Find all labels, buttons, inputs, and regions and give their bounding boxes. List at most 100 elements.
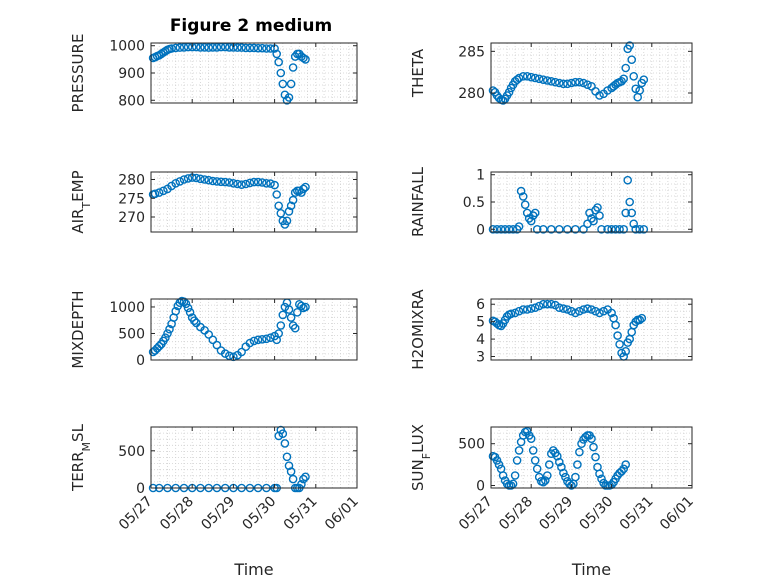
- data-point: [257, 178, 267, 187]
- data-point: [159, 186, 168, 196]
- data-point: [241, 43, 251, 53]
- data-point: [637, 313, 647, 323]
- data-point: [204, 175, 213, 185]
- y-tick-label: 500: [458, 437, 485, 453]
- data-point: [229, 178, 238, 188]
- data-point: [212, 177, 222, 186]
- y-tick-label: 4: [476, 332, 485, 348]
- y-tick-label: 500: [118, 444, 145, 460]
- data-point: [526, 216, 536, 226]
- data-point: [607, 308, 616, 318]
- axes-box: [150, 298, 358, 361]
- data-point: [539, 75, 548, 84]
- data-point: [286, 467, 296, 476]
- data-point: [518, 72, 528, 81]
- data-point: [284, 207, 294, 216]
- data-point: [539, 299, 548, 309]
- data-point: [534, 74, 544, 84]
- data-point: [500, 224, 510, 234]
- panel-8-ylabel: SUNFLUX: [409, 424, 433, 491]
- data-point: [220, 177, 230, 187]
- data-point: [496, 224, 506, 234]
- y-tick-label: 0: [136, 353, 145, 369]
- data-point: [543, 471, 552, 480]
- data-point: [532, 464, 542, 474]
- data-point: [278, 429, 288, 439]
- data-point: [593, 203, 602, 212]
- data-point: [516, 186, 526, 196]
- data-point: [498, 471, 508, 480]
- data-point: [635, 315, 645, 325]
- data-point: [559, 304, 568, 313]
- data-series: [488, 41, 649, 105]
- y-tick-label: 1000: [109, 300, 145, 316]
- data-point: [154, 341, 164, 351]
- data-point: [200, 43, 209, 52]
- data-point: [200, 175, 209, 184]
- data-point: [276, 321, 286, 330]
- data-point: [274, 57, 284, 67]
- data-point: [555, 303, 564, 313]
- data-point: [286, 313, 296, 322]
- axes-box: [490, 426, 693, 489]
- data-point: [631, 224, 641, 234]
- data-point: [575, 306, 584, 316]
- data-point: [587, 434, 596, 444]
- data-point: [599, 306, 608, 316]
- data-point: [274, 201, 284, 211]
- data-point: [163, 329, 172, 338]
- data-point: [583, 304, 592, 313]
- data-point: [183, 303, 193, 313]
- data-point: [233, 179, 242, 189]
- data-point: [559, 468, 568, 478]
- data-point: [276, 68, 286, 78]
- data-point: [208, 43, 218, 52]
- data-point: [204, 43, 213, 52]
- data-point: [284, 305, 294, 314]
- data-point: [635, 224, 645, 234]
- data-point: [299, 184, 308, 194]
- y-tick-label: 6: [476, 297, 485, 313]
- panel-4-ylabel: TERRMSL: [69, 423, 93, 492]
- data-point: [589, 216, 598, 226]
- data-point: [615, 339, 624, 349]
- data-point: [233, 43, 242, 52]
- data-point: [508, 479, 518, 489]
- data-point: [530, 303, 540, 313]
- data-point: [551, 77, 560, 87]
- panel-5-ylabel: THETA: [409, 48, 427, 98]
- data-point: [290, 323, 300, 333]
- data-point: [575, 77, 584, 87]
- data-point: [171, 306, 180, 316]
- data-point: [301, 302, 310, 312]
- data-point: [249, 177, 259, 187]
- data-point: [591, 452, 600, 462]
- data-point: [547, 224, 556, 234]
- axes-box: [150, 426, 358, 489]
- data-point: [522, 426, 532, 436]
- subplot-1: 800 900 1000 PRESSURE: [69, 34, 358, 112]
- data-point: [543, 299, 552, 309]
- data-point: [547, 299, 556, 309]
- data-point: [266, 44, 275, 53]
- data-point: [589, 442, 598, 452]
- data-point: [288, 195, 298, 205]
- data-point: [555, 224, 564, 234]
- y-tick-label: 0: [136, 481, 145, 497]
- data-point: [196, 174, 205, 184]
- data-point: [595, 308, 604, 318]
- data-point: [208, 176, 218, 186]
- data-point: [280, 439, 290, 448]
- data-point: [597, 224, 606, 234]
- data-point: [204, 330, 213, 339]
- data-point: [613, 331, 622, 340]
- data-point: [526, 72, 536, 82]
- data-point: [171, 43, 180, 53]
- panel-7-ylabel: H2OMIXRA: [409, 289, 427, 370]
- y-tick-label: 800: [118, 93, 145, 109]
- data-point: [573, 460, 582, 469]
- data-point: [245, 43, 255, 53]
- data-point: [532, 224, 542, 234]
- data-series: [148, 42, 310, 105]
- data-point: [510, 308, 520, 318]
